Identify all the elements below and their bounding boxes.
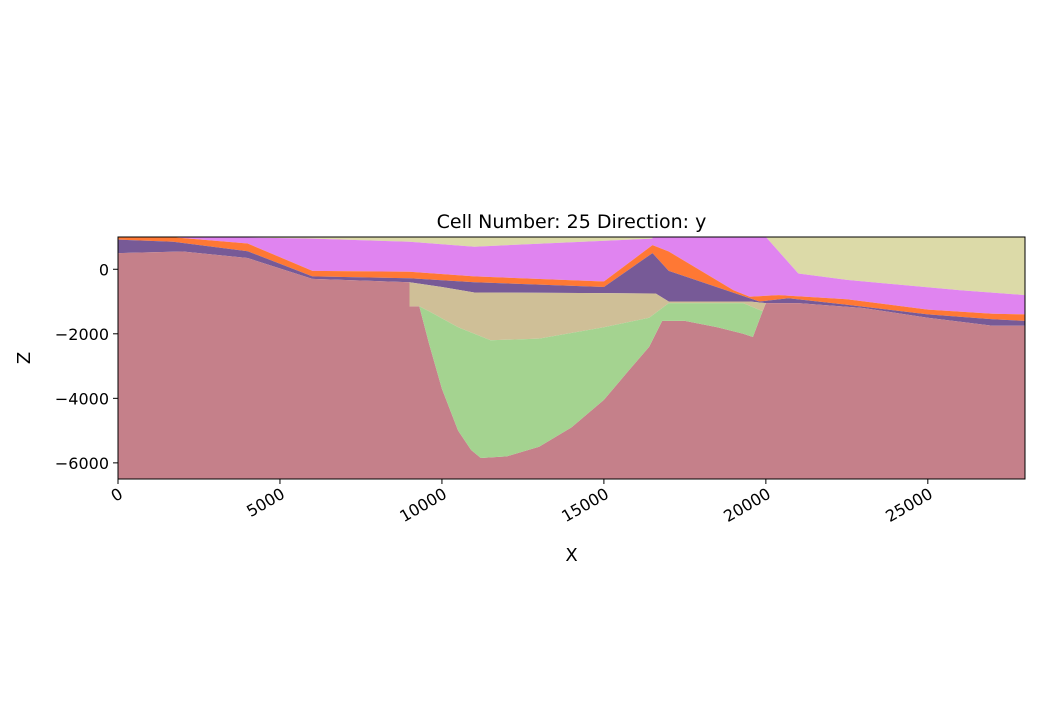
y-tick-label: −4000 <box>55 389 109 408</box>
y-tick-label: 0 <box>99 260 109 279</box>
unit-intrusion <box>419 303 763 458</box>
x-tick-label: 5000 <box>243 484 288 521</box>
geologic-units <box>118 237 1025 479</box>
chart-title: Cell Number: 25 Direction: y <box>437 211 707 233</box>
x-tick-label: 20000 <box>720 484 774 526</box>
x-tick-label: 0 <box>108 484 126 506</box>
unit-khaki <box>118 237 1025 296</box>
y-axis-ticks: 0 −2000 −4000 −6000 <box>55 260 118 473</box>
y-tick-label: −2000 <box>55 325 109 344</box>
unit-pink <box>118 237 1025 315</box>
x-tick-label: 25000 <box>882 484 936 526</box>
unit-basement <box>118 251 1025 479</box>
unit-purple <box>118 239 1025 326</box>
x-tick-label: 15000 <box>558 484 612 526</box>
y-tick-label: −6000 <box>55 454 109 473</box>
plot-frame <box>117 236 1026 480</box>
x-tick-label: 10000 <box>396 484 450 526</box>
unit-tan <box>409 282 766 341</box>
x-axis-label: X <box>565 545 577 566</box>
unit-orange <box>118 237 1025 321</box>
x-axis-ticks: 0 5000 10000 15000 20000 25000 <box>108 479 936 526</box>
y-axis-label: Z <box>14 352 35 364</box>
